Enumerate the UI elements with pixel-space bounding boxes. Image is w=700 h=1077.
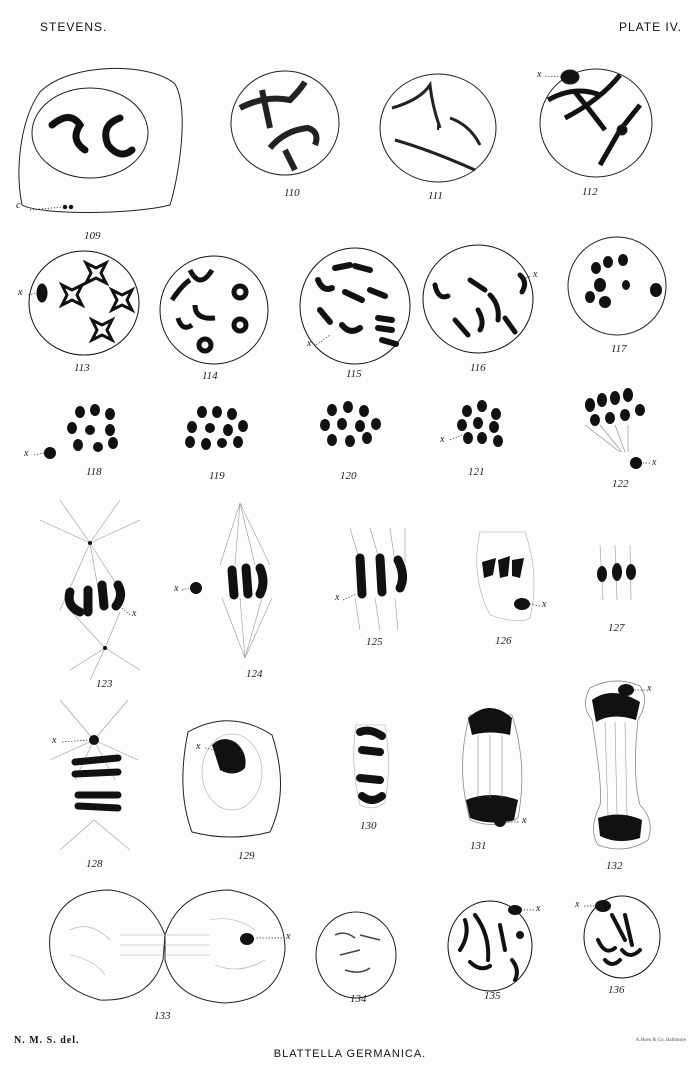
figure-126-drawing <box>476 531 535 622</box>
figure-130-drawing <box>353 724 389 809</box>
figure-number-122: 122 <box>612 478 629 490</box>
figure-111-drawing <box>379 73 497 183</box>
figure-132-drawing <box>585 680 651 850</box>
figure-number-123: 123 <box>96 678 113 690</box>
figure-115-drawing <box>299 247 411 365</box>
x-marker-121: x <box>440 434 445 445</box>
figure-number-125: 125 <box>366 636 383 648</box>
delineator-credit: N. M. S. del. <box>14 1035 80 1046</box>
x-marker-125: x <box>335 592 340 603</box>
figure-118-drawing <box>44 404 118 459</box>
figure-number-127: 127 <box>608 622 625 634</box>
figure-134-drawing <box>315 911 397 999</box>
figure-133-drawing <box>49 889 286 1004</box>
printer-credit: A.Hoen & Co. Baltimore <box>635 1038 686 1043</box>
figure-129-drawing <box>182 720 282 838</box>
figure-number-110: 110 <box>284 187 300 199</box>
figure-113-drawing <box>28 250 140 356</box>
x-marker-133: x <box>286 931 291 942</box>
x-marker-118: x <box>24 448 29 459</box>
figure-112-drawing <box>539 68 653 178</box>
x-marker-128: x <box>52 735 57 746</box>
x-marker-112: x <box>537 69 542 80</box>
figure-110-drawing <box>230 70 340 176</box>
figure-number-109: 109 <box>84 230 101 242</box>
figure-136-drawing <box>583 895 661 979</box>
figure-123-drawing <box>39 499 141 681</box>
figure-121-drawing <box>457 400 503 447</box>
figure-135-drawing <box>447 900 533 992</box>
figure-number-124: 124 <box>246 668 263 680</box>
figure-number-129: 129 <box>238 850 255 862</box>
figure-number-115: 115 <box>346 368 362 380</box>
figure-114-drawing <box>159 255 269 365</box>
figure-number-113: 113 <box>74 362 90 374</box>
figure-number-131: 131 <box>470 840 487 852</box>
figure-120-drawing <box>320 401 381 447</box>
figure-number-111: 111 <box>428 190 443 202</box>
figure-number-126: 126 <box>495 635 512 647</box>
figure-127-drawing <box>597 544 636 601</box>
figure-122-drawing <box>584 388 645 469</box>
figure-number-120: 120 <box>340 470 357 482</box>
figure-number-134: 134 <box>350 993 367 1005</box>
x-marker-131: x <box>522 815 527 826</box>
x-marker-132: x <box>647 683 652 694</box>
figure-125-drawing <box>349 527 408 631</box>
figure-109-drawing <box>18 67 183 213</box>
x-marker-116: x <box>533 269 538 280</box>
figure-number-116: 116 <box>470 362 486 374</box>
figure-131-drawing <box>462 708 523 827</box>
figure-number-132: 132 <box>606 860 623 872</box>
figure-number-118: 118 <box>86 466 102 478</box>
plate-number: PLATE IV. <box>618 20 682 34</box>
x-marker-123: x <box>132 608 137 619</box>
figure-number-130: 130 <box>360 820 377 832</box>
figure-number-117: 117 <box>611 343 627 355</box>
x-marker-129: x <box>196 741 201 752</box>
figure-117-drawing <box>567 236 667 336</box>
x-marker-135: x <box>536 903 541 914</box>
figure-124-drawing <box>190 502 273 659</box>
figure-116-drawing <box>422 244 534 354</box>
x-marker-113: x <box>18 287 23 298</box>
x-marker-122: x <box>652 457 657 468</box>
x-marker-136: x <box>575 899 580 910</box>
figure-number-128: 128 <box>86 858 103 870</box>
figure-number-136: 136 <box>608 984 625 996</box>
x-marker-124: x <box>174 583 179 594</box>
plate-author: STEVENS. <box>40 20 108 34</box>
figure-128-drawing <box>49 699 139 851</box>
figure-number-114: 114 <box>202 370 218 382</box>
figure-119-drawing <box>185 406 248 450</box>
figure-number-112: 112 <box>582 186 598 198</box>
figure-number-121: 121 <box>468 466 485 478</box>
figure-number-119: 119 <box>209 470 225 482</box>
x-marker-115: x <box>307 338 312 349</box>
x-marker-126: x <box>542 599 547 610</box>
c-marker-109: c <box>16 200 21 211</box>
figure-number-135: 135 <box>484 990 501 1002</box>
figure-number-133: 133 <box>154 1010 171 1022</box>
plate-title: BLATTELLA GERMANICA. <box>273 1048 427 1060</box>
